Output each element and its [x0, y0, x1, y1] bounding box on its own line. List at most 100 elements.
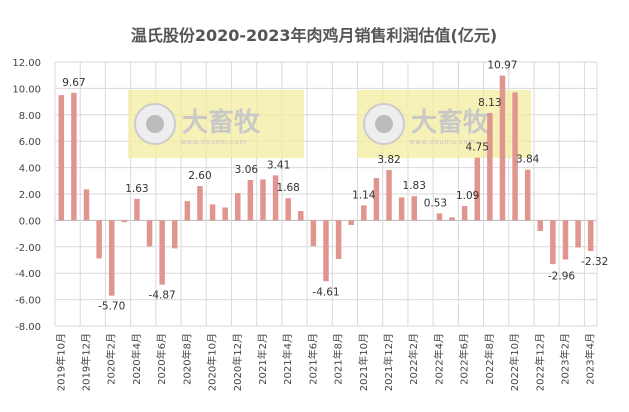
- data-label: 1.09: [456, 190, 479, 202]
- data-label: 3.84: [516, 154, 540, 166]
- bar: [121, 220, 128, 223]
- x-tick-label: 2020年2月: [105, 333, 118, 385]
- data-label: -4.87: [149, 290, 176, 302]
- bar: [512, 92, 518, 221]
- data-label: 1.63: [125, 183, 148, 195]
- y-axis-ticks: 12.00 10.00 8.00 6.00 4.00 2.00 0.00 -2.00 -4.00…: [12, 58, 41, 333]
- x-tick-label: 2023年4月: [584, 333, 597, 385]
- x-tick-label: 2021年2月: [256, 333, 269, 385]
- x-tick-label: 2020年12月: [231, 333, 244, 391]
- data-label: 2.60: [188, 170, 211, 182]
- bar: [197, 186, 203, 221]
- bar: [83, 189, 90, 221]
- data-label: 4.75: [466, 142, 489, 154]
- bar: [71, 92, 77, 221]
- watermark-logo-eye: [146, 115, 164, 133]
- x-tick-label: 2021年8月: [332, 333, 345, 385]
- data-label: 0.53: [424, 197, 447, 209]
- data-label: 8.13: [478, 97, 501, 109]
- x-tick-label: 2020年4月: [130, 333, 143, 385]
- bar: [550, 220, 556, 265]
- data-label: 10.97: [487, 60, 517, 72]
- x-tick-label: 2022年4月: [432, 333, 445, 385]
- data-label: 3.82: [377, 154, 400, 166]
- x-tick-label: 2022年10月: [508, 333, 521, 391]
- y-tick-label: -6.00: [15, 296, 41, 307]
- x-tick-label: 2020年10月: [206, 333, 219, 391]
- y-tick-label: 6.00: [19, 137, 41, 148]
- bar: [449, 217, 455, 221]
- watermark-text: 大畜牧: [182, 107, 261, 138]
- bar: [537, 220, 544, 232]
- bar: [134, 198, 140, 221]
- gridlines: [54, 61, 598, 327]
- bar: [310, 220, 317, 247]
- data-label: 1.14: [352, 189, 376, 201]
- watermark-text: 大畜牧: [411, 107, 490, 138]
- y-tick-label: 12.00: [12, 58, 41, 69]
- bar: [474, 157, 481, 221]
- bar: [562, 220, 569, 260]
- x-tick-label: 2020年8月: [180, 333, 193, 385]
- y-tick-label: -2.00: [15, 243, 41, 254]
- bar: [461, 206, 468, 221]
- watermark-url: www.dxumu.com: [180, 138, 247, 146]
- bar: [235, 193, 241, 221]
- bar: [247, 180, 254, 221]
- data-label: -5.70: [98, 301, 125, 313]
- watermark-logo-eye: [375, 115, 393, 133]
- x-tick-label: 2019年10月: [54, 333, 67, 391]
- data-label: -2.32: [581, 256, 608, 268]
- x-tick-label: 2021年10月: [357, 333, 370, 391]
- x-tick-label: 2022年6月: [458, 333, 471, 385]
- x-tick-label: 2022年8月: [483, 333, 496, 385]
- y-tick-label: 10.00: [12, 84, 41, 95]
- bar: [285, 198, 291, 221]
- y-tick-label: -8.00: [15, 322, 41, 333]
- bar: [524, 169, 531, 221]
- x-tick-label: 2022年12月: [533, 333, 546, 391]
- bar: [58, 95, 65, 221]
- bar: [146, 220, 153, 247]
- bar: [171, 220, 178, 249]
- bar: [348, 220, 354, 226]
- x-tick-label: 2023年2月: [558, 333, 571, 385]
- bar: [260, 179, 266, 221]
- bar: [184, 201, 191, 221]
- watermark-url: www.dxumu.com: [409, 138, 476, 146]
- y-tick-label: 0.00: [19, 216, 41, 227]
- bar: [411, 196, 417, 221]
- bar: [361, 205, 367, 221]
- y-tick-label: 2.00: [19, 190, 41, 201]
- data-label: -4.61: [312, 286, 339, 298]
- data-label: 3.41: [267, 159, 290, 171]
- data-label: 1.83: [403, 180, 426, 192]
- bar: [398, 197, 405, 221]
- x-tick-label: 2021年4月: [281, 333, 294, 385]
- y-tick-label: 4.00: [19, 164, 41, 175]
- data-label: -2.96: [548, 270, 575, 282]
- bar: [298, 211, 304, 221]
- bar: [335, 220, 342, 260]
- bar: [222, 207, 228, 221]
- bar: [487, 113, 493, 221]
- y-tick-label: 8.00: [19, 111, 41, 122]
- x-tick-label: 2022年2月: [407, 333, 420, 385]
- x-tick-label: 2020年6月: [155, 333, 168, 385]
- bar: [323, 220, 329, 282]
- bar: [159, 220, 165, 285]
- bar: [386, 169, 392, 221]
- bar: [108, 220, 115, 296]
- bar: [96, 220, 102, 259]
- bars: [58, 75, 594, 296]
- bar: [436, 213, 443, 221]
- bar: [575, 220, 581, 248]
- x-axis-ticks: 2019年10月 2019年12月 2020年2月 2020年4月 2020年6月 202…: [54, 333, 596, 391]
- data-label: 3.06: [235, 164, 259, 176]
- bar: [499, 75, 506, 221]
- chart-title: 温氏股份2020-2023年肉鸡月销售利润估值(亿元): [130, 26, 497, 45]
- y-tick-label: -4.00: [15, 269, 41, 280]
- data-labels: 9.67 -5.70 1.63 -4.87 2.60 3.06 3.41 1.68 -4.61 1…: [62, 60, 608, 313]
